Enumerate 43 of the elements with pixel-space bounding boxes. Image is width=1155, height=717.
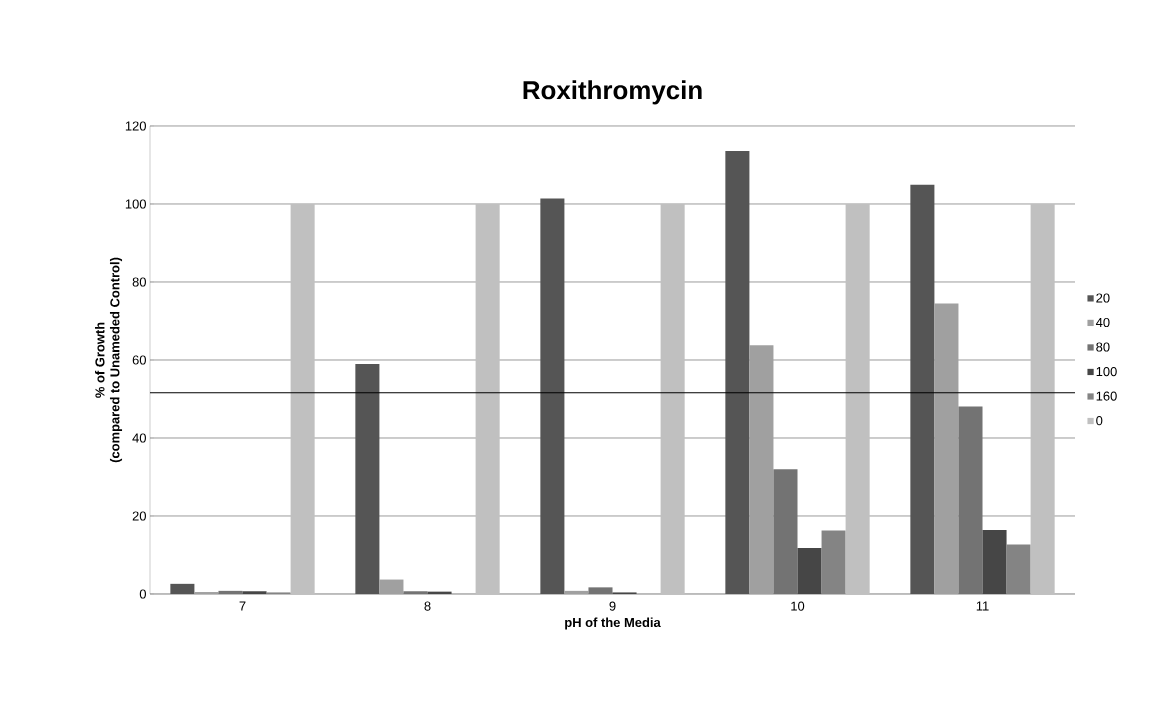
bar: [379, 579, 404, 594]
y-tick-label: 120: [125, 121, 146, 131]
bar: [588, 587, 613, 594]
bar: [290, 203, 315, 594]
x-tick-label: 7: [239, 601, 246, 611]
bar: [475, 203, 500, 594]
bar: [660, 203, 685, 594]
bar: [725, 150, 750, 594]
y-tick-label: 80: [132, 277, 146, 287]
legend-label: 0: [1096, 416, 1103, 426]
bar: [845, 203, 870, 594]
legend-label: 40: [1095, 317, 1110, 328]
y-tick-label: 40: [132, 433, 146, 443]
legend-label: 100: [1096, 366, 1117, 377]
bar: [564, 590, 589, 594]
y-tick-label: 20: [132, 511, 146, 521]
x-tick-label: 8: [424, 601, 431, 611]
bar: [982, 530, 1007, 594]
x-tick-label: 11: [976, 601, 989, 611]
bar: [797, 547, 822, 594]
bar: [1030, 203, 1055, 594]
bar: [242, 591, 267, 594]
legend-label: 160: [1096, 391, 1117, 401]
x-tick-label: 10: [791, 601, 805, 611]
bar: [910, 184, 935, 594]
y-tick-label: 60: [132, 355, 146, 365]
legend-label: 80: [1096, 342, 1110, 352]
bar: [403, 591, 428, 594]
bar: [170, 583, 195, 594]
y-tick-label: 0: [139, 589, 146, 599]
chart-title: Roxithromycin: [523, 80, 702, 105]
x-axis-title: pH of the Media: [565, 617, 661, 630]
legend-label: 20: [1096, 293, 1110, 303]
bar: [773, 469, 798, 594]
y-tick-label: 100: [125, 199, 146, 209]
bar: [749, 345, 774, 594]
y-axis-title: % of Growth (compared to Unameded Control): [95, 257, 123, 463]
bar: [934, 303, 959, 594]
bar: [218, 590, 243, 594]
x-tick-label: 9: [609, 601, 616, 611]
bar: [355, 363, 380, 594]
bar: [540, 198, 565, 594]
bar: [958, 406, 983, 594]
